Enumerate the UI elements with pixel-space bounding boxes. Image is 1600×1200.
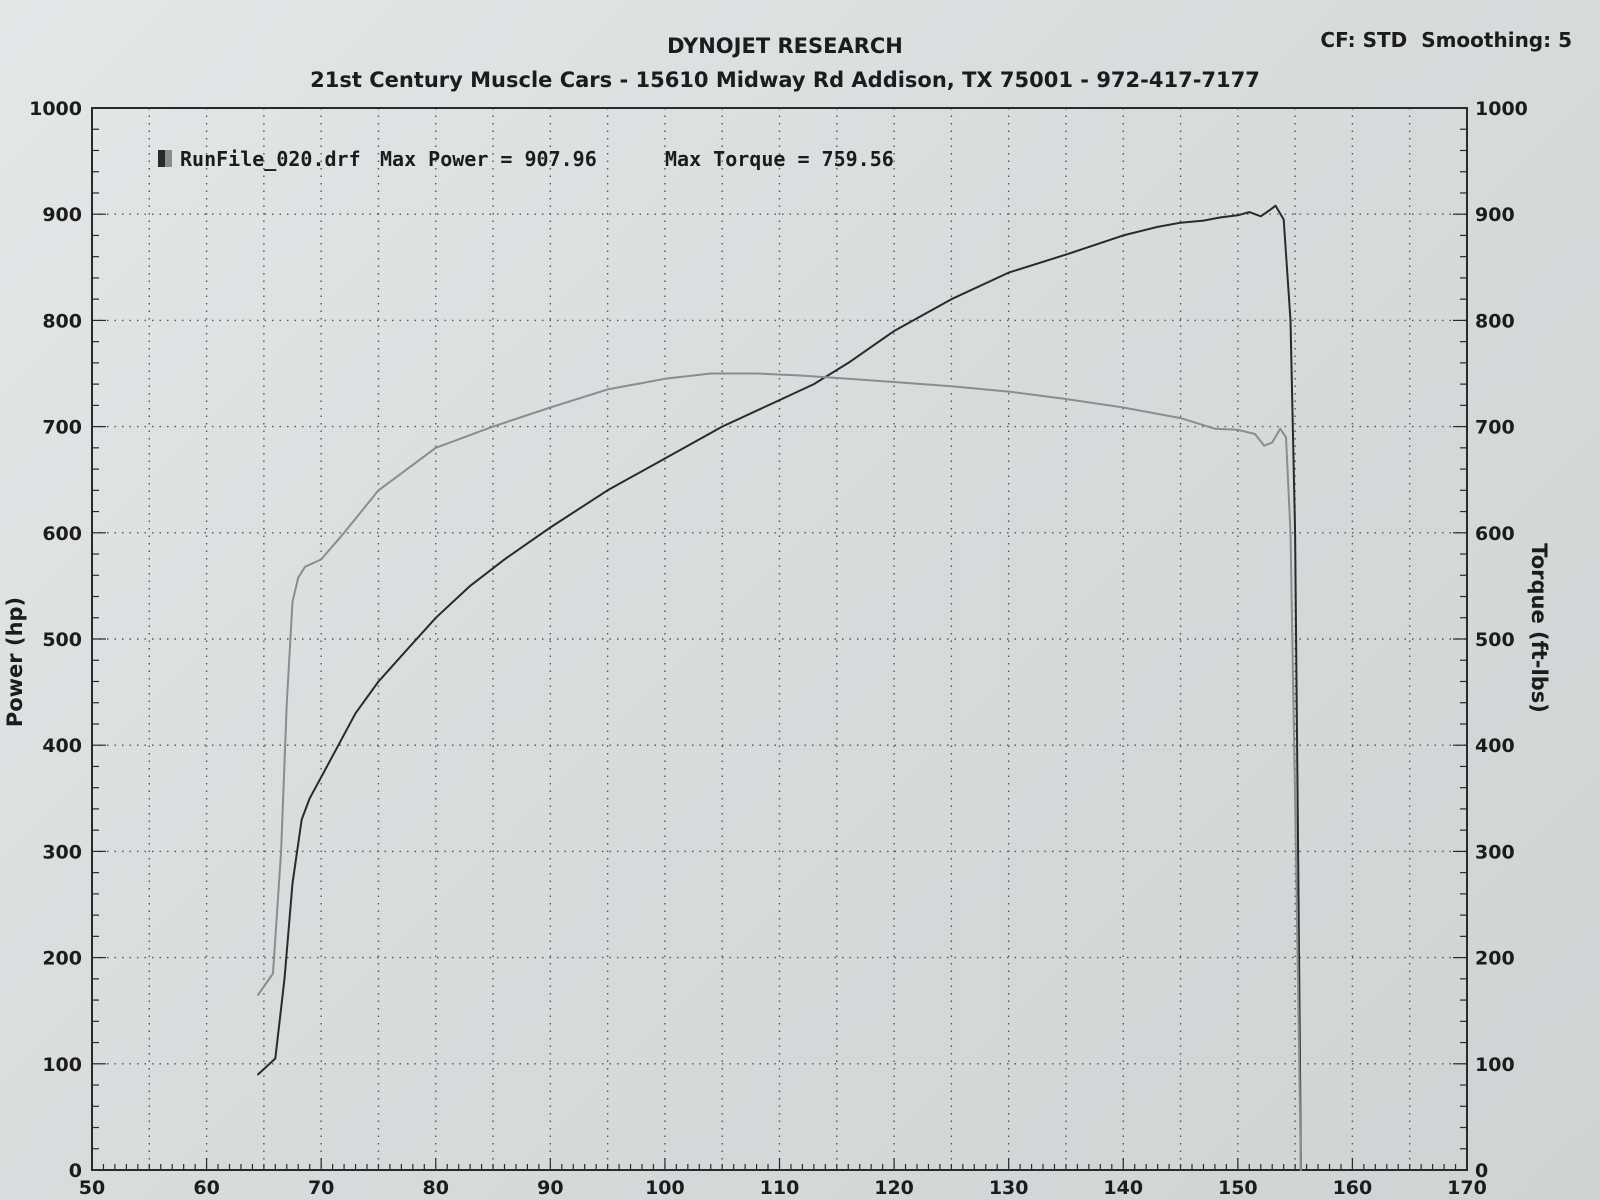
grid-layer xyxy=(92,108,1467,1170)
x-tick-label: 60 xyxy=(193,1177,219,1199)
x-tick-label: 100 xyxy=(645,1177,685,1199)
y-tick-label: 600 xyxy=(42,523,82,545)
y-tick-label: 300 xyxy=(42,841,82,863)
series-layer xyxy=(257,204,1302,1171)
y-tick-label: 200 xyxy=(42,948,82,970)
chart-subtitle: 21st Century Muscle Cars - 15610 Midway … xyxy=(310,68,1260,92)
plot-frame xyxy=(91,107,1468,1171)
y2-tick-label: 800 xyxy=(1475,310,1515,332)
series-line-1 xyxy=(257,204,1302,1171)
y2-tick-label: 300 xyxy=(1475,841,1515,863)
legend: RunFile_020.drf Max Power = 907.96 Max T… xyxy=(158,147,894,171)
x-tick-label: 120 xyxy=(874,1177,914,1199)
x-tick-label: 110 xyxy=(760,1177,800,1199)
y2-tick-label: 900 xyxy=(1475,204,1515,226)
y-tick-label: 400 xyxy=(42,735,82,757)
x-tick-label: 70 xyxy=(308,1177,334,1199)
y2-tick-label: 0 xyxy=(1475,1160,1488,1182)
x-tick-label: 90 xyxy=(537,1177,563,1199)
y2-tick-label: 500 xyxy=(1475,629,1515,651)
y-tick-label: 900 xyxy=(42,204,82,226)
y-tick-label: 500 xyxy=(42,629,82,651)
y-tick-label: 1000 xyxy=(29,98,82,120)
y-tick-label: 700 xyxy=(42,417,82,439)
ticks-layer: 50 60 70 80 90 100 110 120 130 140 150 160 170010020… xyxy=(29,98,1528,1199)
y-tick-label: 800 xyxy=(42,310,82,332)
x-tick-label: 160 xyxy=(1333,1177,1373,1199)
legend-max-power: Max Power = 907.96 xyxy=(380,147,597,171)
chart-title: DYNOJET RESEARCH xyxy=(667,34,903,58)
legend-run-file: RunFile_020.drf xyxy=(180,147,361,171)
correction-factor-info: CF: STD Smoothing: 5 xyxy=(1320,28,1572,52)
series-line-2 xyxy=(257,372,1302,1171)
y2-tick-label: 100 xyxy=(1475,1054,1515,1076)
y2-tick-label: 700 xyxy=(1475,417,1515,439)
x-tick-label: 140 xyxy=(1103,1177,1143,1199)
y2-tick-label: 400 xyxy=(1475,735,1515,757)
x-tick-label: 170 xyxy=(1447,1177,1487,1199)
x-tick-label: 130 xyxy=(989,1177,1029,1199)
legend-swatch-highlight xyxy=(165,150,172,167)
y-tick-label: 0 xyxy=(69,1160,82,1182)
y2-tick-label: 200 xyxy=(1475,948,1515,970)
y-tick-label: 100 xyxy=(42,1054,82,1076)
y2-tick-label: 600 xyxy=(1475,523,1515,545)
legend-max-torque: Max Torque = 759.56 xyxy=(665,147,894,171)
y2-tick-label: 1000 xyxy=(1475,98,1528,120)
y2-axis-label: Torque (ft-lbs) xyxy=(1527,543,1551,713)
y-axis-label: Power (hp) xyxy=(3,597,27,727)
x-tick-label: 80 xyxy=(423,1177,449,1199)
x-tick-label: 50 xyxy=(79,1177,105,1199)
x-tick-label: 150 xyxy=(1218,1177,1258,1199)
